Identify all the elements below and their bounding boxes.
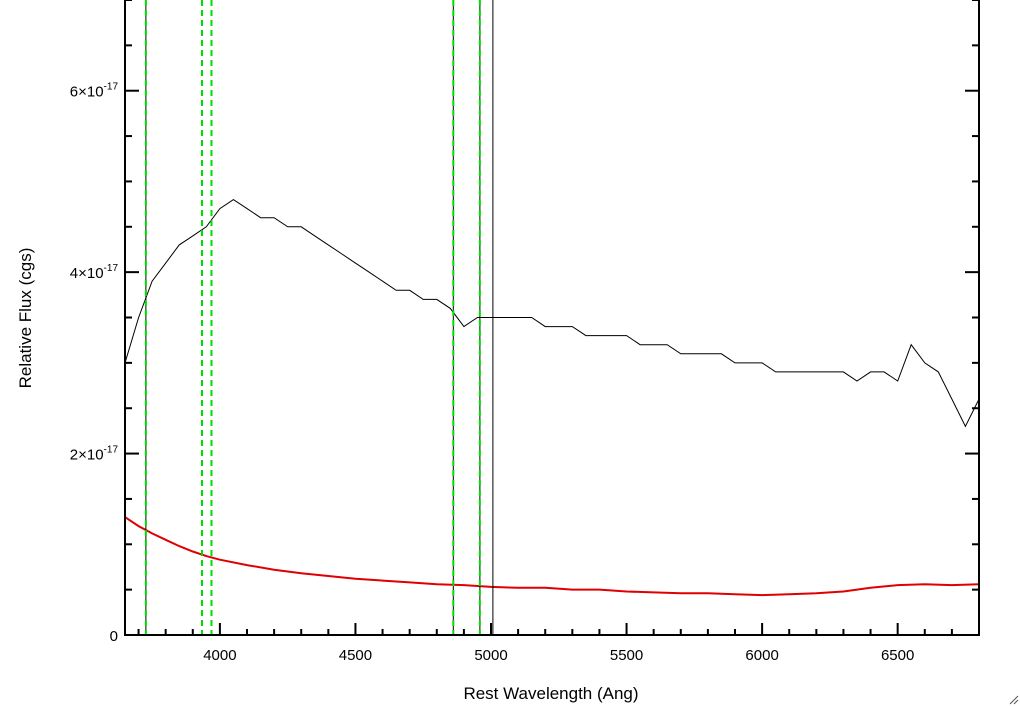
x-tick-label: 4500 <box>339 647 372 664</box>
x-tick-label: 6000 <box>745 647 778 664</box>
y-tick-label: 2×10-17 <box>70 445 119 464</box>
resize-grip-icon[interactable] <box>1009 695 1019 705</box>
series-line-1 <box>125 198 979 428</box>
x-tick-label: 6500 <box>881 647 914 664</box>
y-tick-label: 0 <box>110 628 118 645</box>
plot-frame <box>124 0 980 636</box>
y-tick-label: 6×10-17 <box>70 82 119 101</box>
axes: 4000 4500 5000 5500 6000 6500 0 2×10-17 4×10-17 6… <box>70 0 980 664</box>
x-tick-label: 4000 <box>203 647 236 664</box>
plot-area <box>125 0 979 635</box>
y-tick-label: 4×10-17 <box>70 263 119 282</box>
y-axis-title: Relative Flux (cgs) <box>16 248 35 389</box>
series-line-2 <box>125 516 979 597</box>
x-tick-label: 5500 <box>610 647 643 664</box>
x-tick-label: 5000 <box>474 647 507 664</box>
x-axis-title: Rest Wavelength (Ang) <box>463 684 638 703</box>
